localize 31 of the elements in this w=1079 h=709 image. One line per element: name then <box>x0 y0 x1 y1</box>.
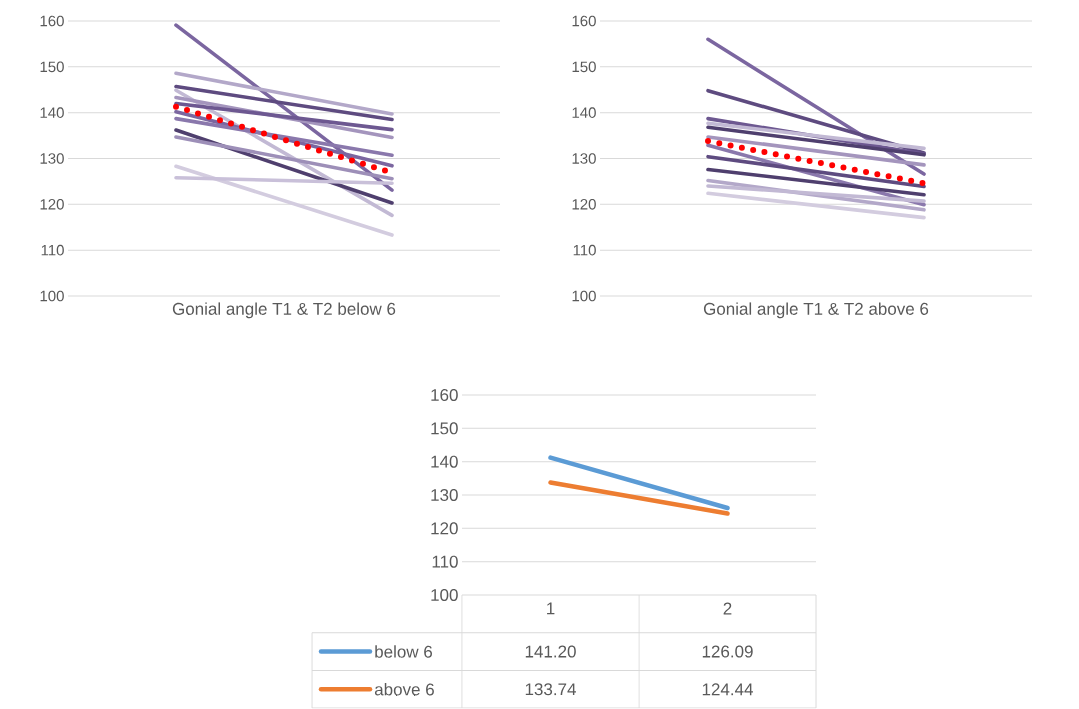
y-tick-label: 120 <box>431 522 458 535</box>
data-label: 141.20 <box>525 645 576 658</box>
y-tick-label: 160 <box>40 15 64 27</box>
y-tick-label: 140 <box>431 455 458 468</box>
x-tick-label: 2 <box>723 602 732 615</box>
x-axis-title: Gonial angle T1 & T2 below 6 <box>172 302 396 319</box>
y-tick-label: 110 <box>41 245 64 256</box>
data-label: 126.09 <box>702 645 753 658</box>
y-tick-label: 110 <box>432 555 458 568</box>
y-tick-label: 160 <box>431 389 458 402</box>
y-tick-label: 120 <box>572 199 596 210</box>
y-tick-label: 150 <box>431 422 458 435</box>
y-tick-label: 100 <box>40 290 64 302</box>
x-tick-label: 1 <box>547 602 555 615</box>
legend-label: below 6 <box>375 645 433 658</box>
y-tick-label: 150 <box>40 61 64 73</box>
legend-label: above 6 <box>374 683 434 696</box>
y-tick-label: 160 <box>572 15 596 27</box>
y-tick-label: 130 <box>572 153 596 164</box>
data-label: 133.74 <box>525 683 576 696</box>
x-axis-title: Gonial angle T1 & T2 above 6 <box>703 302 929 319</box>
y-tick-label: 100 <box>431 589 458 602</box>
y-tick-label: 120 <box>40 199 64 210</box>
data-label: 124.44 <box>702 683 753 696</box>
y-tick-label: 100 <box>572 290 596 302</box>
y-tick-label: 110 <box>573 245 596 256</box>
y-tick-label: 140 <box>40 107 64 119</box>
y-tick-label: 140 <box>572 107 596 119</box>
y-tick-label: 150 <box>572 61 596 73</box>
y-tick-label: 130 <box>40 153 64 164</box>
y-tick-label: 130 <box>431 489 458 502</box>
